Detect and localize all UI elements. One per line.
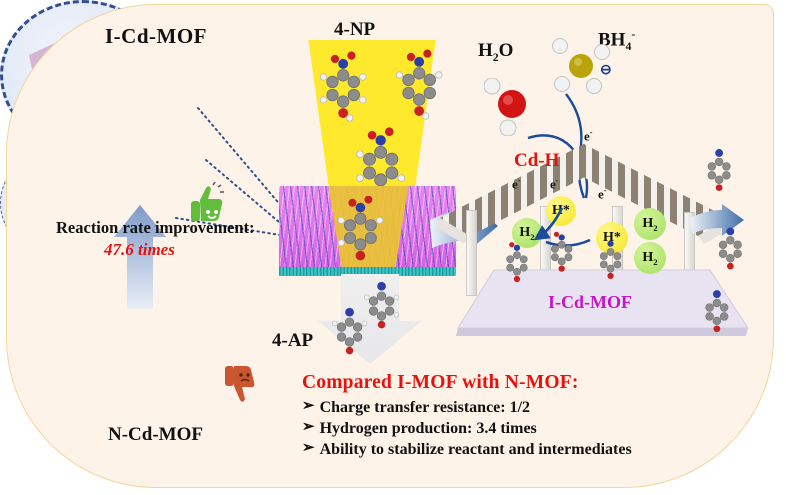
reaction-rate-value: 47.6 times	[104, 240, 175, 259]
bullet-arrow-icon: ➢	[302, 440, 315, 457]
bullet-arrow-icon: ➢	[302, 419, 315, 436]
borohydride-molecule-icon	[552, 38, 610, 94]
water-label: H2O	[478, 40, 514, 64]
negative-charge-icon: ⊖	[600, 63, 612, 78]
borohydride-superscript: -	[631, 28, 636, 41]
electron-label-5: e-	[550, 176, 559, 192]
bullet-text: Hydrogen production: 3.4 times	[319, 420, 537, 438]
4ap-product-molecules	[705, 149, 742, 333]
thumbs-down-icon	[222, 364, 256, 409]
h2-label-2: H2	[642, 215, 658, 233]
active-site-label: Cd-H	[514, 150, 560, 171]
platform-label-i-cd-mof: I-Cd-MOF	[548, 292, 632, 312]
list-item: ➢ Hydrogen production: 3.4 times	[302, 418, 742, 439]
thumbs-up-icon	[186, 181, 226, 229]
h2-label-3: H2	[642, 249, 658, 267]
4ap-molecules-in-arrow	[331, 281, 400, 355]
reactant-label-4np: 4-NP	[334, 19, 376, 40]
slab-edge	[279, 267, 456, 276]
h2-label-1: H2	[519, 224, 535, 242]
reaction-rate-label: Reaction rate improvement:	[56, 218, 255, 237]
bullet-arrow-icon: ➢	[302, 398, 315, 414]
h-star-label-2: H*	[603, 230, 621, 245]
h2-circle-2: H2	[634, 208, 666, 240]
water-molecule-icon	[484, 78, 526, 136]
conclusion-block: Compared I-MOF with N-MOF: ➢ Charge tran…	[302, 372, 742, 460]
electron-label-4: e-	[512, 176, 521, 192]
list-item: ➢ Ability to stabilize reactant and inte…	[302, 439, 742, 460]
pavilion-pillar-left	[466, 210, 477, 296]
i-cd-mof-title: I-Cd-MOF	[105, 24, 207, 48]
borohydride-subscript: 4	[625, 40, 632, 54]
pavilion-molecules	[506, 231, 622, 283]
4np-molecule-in-slab	[337, 196, 384, 261]
product-label-4ap: 4-AP	[272, 330, 314, 351]
list-item: ➢ Charge transfer resistance: 1/2	[302, 397, 742, 418]
4np-molecules	[319, 49, 443, 198]
upward-arrow-icon	[114, 205, 166, 309]
n-cd-mof-title: N-Cd-MOF	[108, 424, 203, 445]
electron-label-1: e-	[584, 128, 593, 144]
conclusion-heading: Compared I-MOF with N-MOF:	[302, 372, 579, 393]
bullet-text: Ability to stabilize reactant and interm…	[319, 441, 632, 459]
h2-circle-3: H2	[634, 242, 666, 274]
pavilion-platform	[456, 269, 749, 336]
electron-label-3: e-	[598, 186, 607, 202]
water-subscript: 2	[492, 50, 499, 64]
h-star-circle-1: H*	[546, 196, 576, 226]
conclusion-bullet-list: ➢ Charge transfer resistance: 1/2 ➢ Hydr…	[302, 397, 742, 460]
bullet-text: Charge transfer resistance: 1/2	[319, 399, 531, 416]
